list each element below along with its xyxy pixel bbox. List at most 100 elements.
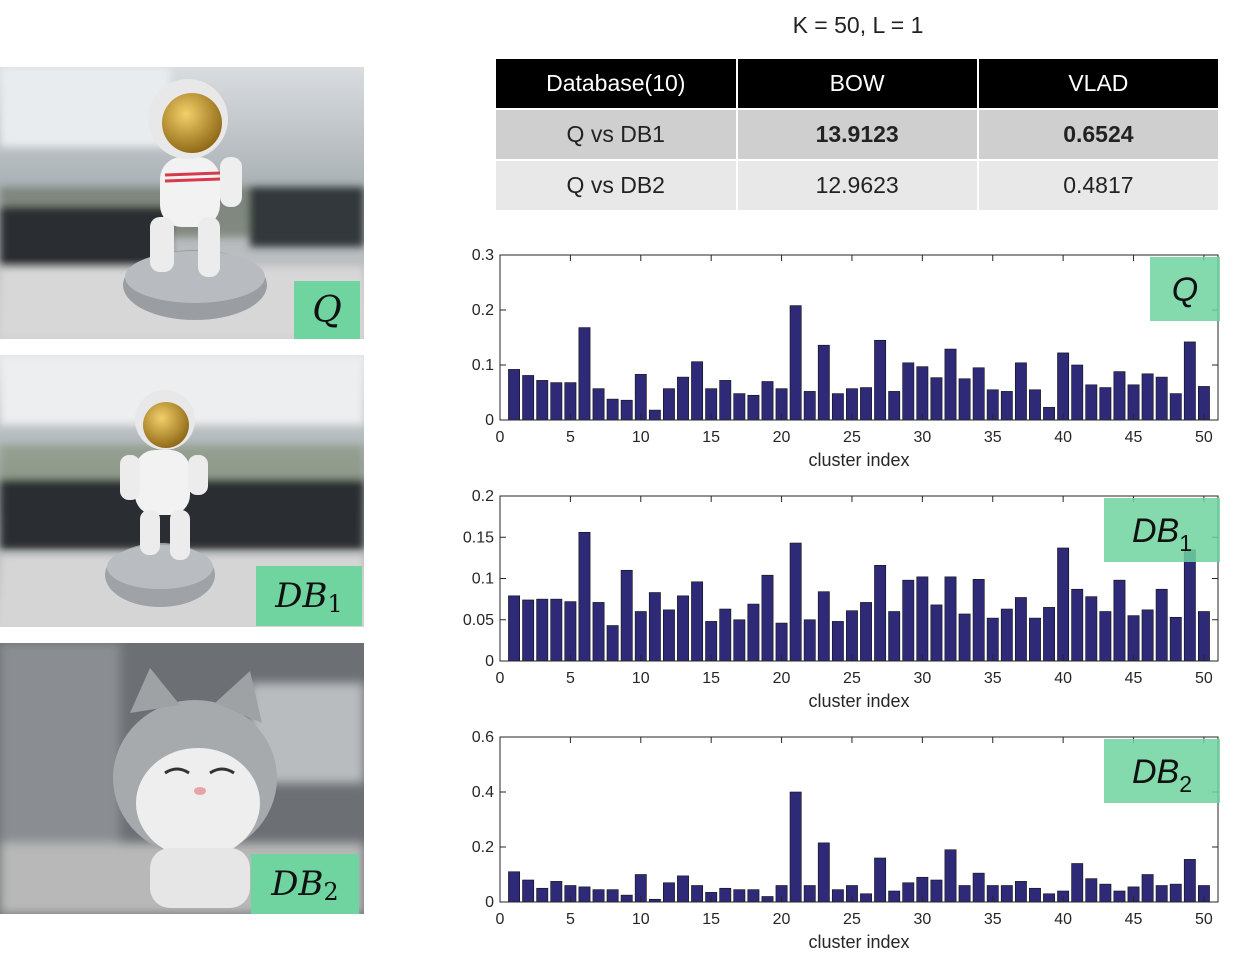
bar-27 [874,339,887,421]
bar-44 [1113,371,1126,421]
bar-46 [1141,609,1154,662]
x-tick-label: 50 [1195,429,1213,446]
x-tick-label: 20 [773,911,791,928]
bar-13 [677,595,689,662]
bar-12 [663,882,675,903]
bar-18 [747,394,760,421]
bar-42 [1085,878,1098,903]
y-tick-label: 0 [485,412,494,429]
bar-41 [1071,863,1084,903]
bar-9 [620,894,633,903]
x-tick-label: 10 [632,670,650,687]
bar-26 [860,387,872,421]
histogram-db2-svg: 0 5 10 15 20 25 30 35 40 45 50 0 0.2 0.4 0.6 cluster in… [472,729,1220,952]
bar-11 [648,409,661,421]
bar-31 [930,377,943,421]
bar-39 [1043,607,1055,662]
x-tick-label: 30 [913,429,931,446]
bar-18 [747,889,760,903]
bar-24 [831,621,844,662]
legend-subscript: 1 [1179,530,1192,556]
bar-2 [522,375,535,421]
bar-7 [592,388,605,421]
bar-34 [972,367,985,421]
bar-1 [508,871,521,903]
x-tick-label: 45 [1125,911,1143,928]
bar-48 [1169,616,1182,662]
bar-33 [958,885,971,903]
bar-38 [1029,389,1041,421]
y-tick-label: 0.2 [472,488,494,505]
x-tick-label: 30 [913,670,931,687]
histogram-db2: 0 5 10 15 20 25 30 35 40 45 50 0 0.2 0.4 0.6 cluster in… [445,722,1236,954]
bar-39 [1043,893,1055,903]
bar-6 [578,327,591,421]
bar-47 [1155,885,1168,903]
x-axis-label: cluster index [808,691,909,711]
bar-18 [747,603,760,662]
bar-46 [1141,874,1154,903]
y-tick-label: 0.1 [472,571,494,588]
x-tick-label: 10 [632,429,650,446]
x-tick-label: 25 [843,911,861,928]
bar-31 [930,604,943,662]
x-tick-label: 35 [984,911,1002,928]
bar-14 [691,581,704,662]
bar-23 [817,591,830,662]
bar-47 [1155,376,1168,421]
histogram-q: 0 5 10 15 20 25 30 35 40 45 50 0 0.1 0.2 0.3 cluster in… [445,240,1236,472]
bar-6 [578,886,591,903]
bar-38 [1029,887,1041,903]
x-tick-label: 40 [1054,670,1072,687]
table-header-row: Database(10) BOW VLAD [496,59,1218,108]
bar-3 [536,598,549,662]
x-tick-label: 5 [566,429,575,446]
bar-17 [733,889,746,903]
bar-16 [719,380,732,421]
db2-label: DB 2 [251,854,359,914]
bar-26 [860,893,872,903]
x-tick-label: 35 [984,429,1002,446]
table-cell: 13.9123 [737,110,977,159]
y-tick-label: 0.4 [472,784,494,801]
bar-28 [888,611,901,662]
bar-21 [789,542,802,662]
bar-4 [550,598,563,662]
db1-label: DB 1 [256,566,362,626]
bar-23 [817,842,830,903]
bar-41 [1071,364,1084,421]
x-tick-label: 15 [702,911,720,928]
bar-37 [1014,597,1027,662]
bar-2 [522,599,535,662]
legend-label: Q [1172,271,1198,309]
photo-db2-cat: DB 2 [0,643,364,914]
x-tick-label: 5 [566,670,575,687]
bar-45 [1127,615,1140,662]
table-cell: Q vs DB2 [496,161,736,210]
y-tick-label: 0.15 [463,529,494,546]
bar-49 [1183,549,1196,662]
bar-39 [1043,407,1055,421]
bar-37 [1014,881,1027,903]
x-tick-label: 20 [773,670,791,687]
bar-19 [761,896,774,903]
bar-43 [1099,883,1112,903]
bar-14 [691,361,704,421]
x-tick-label: 25 [843,429,861,446]
astronaut-figurine-image [0,355,364,627]
bar-16 [719,887,732,903]
x-axis-label: cluster index [808,932,909,952]
bar-1 [508,595,521,662]
histogram-db1: 0 5 10 15 20 25 30 35 40 45 50 0 0.05 0.1 0.15 0.2 clust… [445,481,1236,713]
legend-box [1104,739,1220,803]
bar-2 [522,879,535,903]
bar-29 [902,362,915,421]
table-cell: 0.4817 [978,161,1218,210]
bar-8 [606,398,619,421]
similarity-table: Database(10) BOW VLAD Q vs DB1 13.9123 0… [494,57,1220,212]
bar-34 [972,872,985,903]
bar-11 [648,592,661,662]
bar-17 [733,393,746,421]
x-tick-label: 50 [1195,911,1213,928]
bar-49 [1183,341,1196,421]
